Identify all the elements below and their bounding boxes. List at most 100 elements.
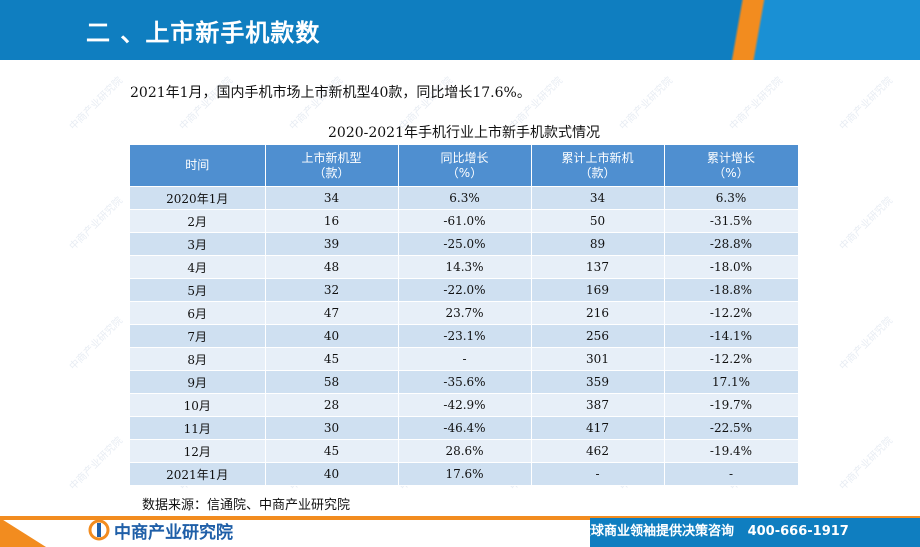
cell-time: 7月 (130, 324, 266, 348)
header-cell-yoy-growth: 同比增长 （%） (398, 145, 532, 187)
table-header-row: 时间 上市新机型 （款） 同比增长 （%） 累计上市新机 （款） 累计增长 （%） (130, 145, 799, 187)
footer-orange-line (0, 516, 920, 520)
cell-new-models: 40 (265, 462, 399, 486)
cell-cumulative-growth: -31.5% (664, 209, 799, 233)
watermark-text: 中商产业研究院 (67, 75, 126, 133)
cell-cumulative-growth: -18.0% (664, 255, 799, 279)
logo-text: 中商产业研究院 (114, 522, 233, 543)
watermark-text: 中商产业研究院 (837, 435, 896, 493)
logo-icon (88, 519, 110, 541)
cell-cumulative-models: 137 (531, 255, 665, 279)
watermark-text: 中商产业研究院 (67, 195, 126, 253)
cell-time: 2021年1月 (130, 462, 266, 486)
table-row: 8月 45-301 -12.2% (130, 347, 799, 371)
cell-cumulative-growth: 17.1% (664, 370, 799, 394)
watermark-text: 中商产业研究院 (837, 195, 896, 253)
cell-time: 8月 (130, 347, 266, 371)
watermark-text: 中商产业研究院 (837, 75, 896, 133)
cell-new-models: 39 (265, 232, 399, 256)
cell-cumulative-models: 50 (531, 209, 665, 233)
header-cell-cumulative-growth: 累计增长 （%） (664, 145, 799, 187)
cell-new-models: 28 (265, 393, 399, 417)
cell-yoy-growth: 28.6% (398, 439, 532, 463)
cell-cumulative-models: 34 (531, 186, 665, 210)
table-row: 4月 48 14.3% 137 -18.0% (130, 255, 799, 279)
cell-time: 5月 (130, 278, 266, 302)
footer-left-accent (0, 518, 46, 547)
table-row: 11月 30 -46.4% 417 -22.5% (130, 416, 799, 440)
data-source-note: 数据来源：信通院、中商产业研究院 (142, 498, 351, 513)
table-row: 12月 45 28.6% 462 -19.4% (130, 439, 799, 463)
watermark-text: 中商产业研究院 (67, 315, 126, 373)
cell-cumulative-growth: -12.2% (664, 347, 799, 371)
cell-yoy-growth: -22.0% (398, 278, 532, 302)
cell-new-models: 32 (265, 278, 399, 302)
cell-yoy-growth: -25.0% (398, 232, 532, 256)
cell-time: 4月 (130, 255, 266, 279)
cell-cumulative-growth: - (664, 462, 799, 486)
cell-time: 11月 (130, 416, 266, 440)
table-title: 2020-2021年手机行业上市新手机款式情况 (328, 125, 600, 141)
cell-new-models: 45 (265, 439, 399, 463)
data-table: 时间 上市新机型 （款） 同比增长 （%） 累计上市新机 （款） 累计增长 （%） 20… (130, 145, 799, 486)
table-row: 9月 58 -35.6% 359 17.1% (130, 370, 799, 394)
cell-cumulative-growth: -19.4% (664, 439, 799, 463)
table-row: 2020年1月 34 6.3% 34 6.3% (130, 186, 799, 210)
footer-slogan: 为全球商业领袖提供决策咨询 400-666-1917 (565, 520, 849, 539)
cell-new-models: 40 (265, 324, 399, 348)
cell-yoy-growth: -35.6% (398, 370, 532, 394)
header-cell-cumulative-models: 累计上市新机 （款） (531, 145, 665, 187)
cell-yoy-growth: 17.6% (398, 462, 532, 486)
cell-yoy-growth: 6.3% (398, 186, 532, 210)
page-title: 二 、上市新手机款数 (86, 19, 321, 47)
cell-cumulative-growth: -12.2% (664, 301, 799, 325)
header-bar: 二 、上市新手机款数 (0, 0, 920, 60)
cell-cumulative-models: 256 (531, 324, 665, 348)
cell-cumulative-models: 462 (531, 439, 665, 463)
cell-yoy-growth: -23.1% (398, 324, 532, 348)
phone-number: 400-666-1917 (747, 524, 849, 539)
watermark-text: 中商产业研究院 (837, 315, 896, 373)
cell-cumulative-models: 301 (531, 347, 665, 371)
table-row: 3月 39 -25.0% 89 -28.8% (130, 232, 799, 256)
cell-yoy-growth: - (398, 347, 532, 371)
header-accent-stripe (660, 0, 920, 60)
table-row: 2021年1月 40 17.6% - - (130, 462, 799, 486)
cell-time: 12月 (130, 439, 266, 463)
cell-time: 9月 (130, 370, 266, 394)
header-cell-new-models: 上市新机型 （款） (265, 145, 399, 187)
cell-cumulative-growth: -14.1% (664, 324, 799, 348)
cell-cumulative-growth: 6.3% (664, 186, 799, 210)
cell-new-models: 45 (265, 347, 399, 371)
cell-yoy-growth: -46.4% (398, 416, 532, 440)
table-row: 10月 28 -42.9% 387 -19.7% (130, 393, 799, 417)
cell-yoy-growth: 14.3% (398, 255, 532, 279)
cell-cumulative-models: 417 (531, 416, 665, 440)
cell-yoy-growth: -61.0% (398, 209, 532, 233)
table-row: 5月 32 -22.0% 169 -18.8% (130, 278, 799, 302)
table-body: 2020年1月 34 6.3% 34 6.3% 2月 16 -61.0% 50 -31.5% 3月 3… (130, 186, 799, 486)
cell-cumulative-growth: -22.5% (664, 416, 799, 440)
cell-cumulative-growth: -28.8% (664, 232, 799, 256)
cell-cumulative-models: 387 (531, 393, 665, 417)
slogan-text: 为全球商业领袖提供决策咨询 (565, 524, 735, 539)
cell-cumulative-models: 359 (531, 370, 665, 394)
cell-time: 3月 (130, 232, 266, 256)
cell-cumulative-models: 169 (531, 278, 665, 302)
cell-cumulative-growth: -18.8% (664, 278, 799, 302)
cell-time: 10月 (130, 393, 266, 417)
table-row: 2月 16 -61.0% 50 -31.5% (130, 209, 799, 233)
watermark-text: 中商产业研究院 (67, 435, 126, 493)
cell-cumulative-models: 216 (531, 301, 665, 325)
cell-new-models: 16 (265, 209, 399, 233)
cell-new-models: 34 (265, 186, 399, 210)
header-cell-time: 时间 (130, 145, 266, 187)
table-row: 6月 47 23.7% 216 -12.2% (130, 301, 799, 325)
cell-time: 6月 (130, 301, 266, 325)
cell-time: 2020年1月 (130, 186, 266, 210)
intro-text: 2021年1月，国内手机市场上市新机型40款，同比增长17.6%。 (130, 85, 531, 101)
company-logo: 中商产业研究院 (88, 517, 233, 543)
cell-time: 2月 (130, 209, 266, 233)
cell-new-models: 30 (265, 416, 399, 440)
footer-bar (590, 518, 920, 547)
